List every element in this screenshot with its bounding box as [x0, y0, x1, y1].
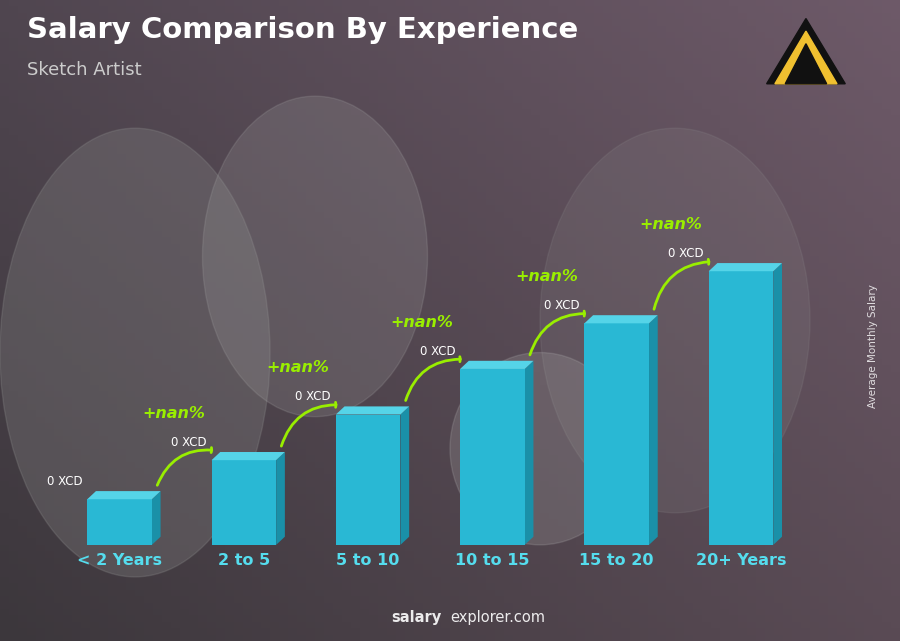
Polygon shape	[525, 361, 534, 545]
Ellipse shape	[540, 128, 810, 513]
Bar	[708, 271, 773, 545]
Polygon shape	[649, 315, 658, 545]
Text: +nan%: +nan%	[142, 406, 205, 421]
Bar	[87, 499, 152, 545]
Polygon shape	[212, 452, 285, 460]
Text: explorer.com: explorer.com	[450, 610, 545, 625]
Polygon shape	[460, 361, 534, 369]
Text: 0 XCD: 0 XCD	[171, 436, 207, 449]
Polygon shape	[775, 31, 837, 84]
Polygon shape	[87, 491, 160, 499]
Polygon shape	[773, 263, 782, 545]
Polygon shape	[400, 406, 410, 545]
Text: Salary Comparison By Experience: Salary Comparison By Experience	[27, 16, 578, 44]
Text: 0 XCD: 0 XCD	[668, 247, 704, 260]
Ellipse shape	[202, 96, 428, 417]
Text: 0 XCD: 0 XCD	[419, 345, 455, 358]
Bar	[584, 323, 649, 545]
Text: +nan%: +nan%	[515, 269, 578, 284]
Bar	[336, 415, 400, 545]
Text: +nan%: +nan%	[639, 217, 702, 232]
Polygon shape	[336, 406, 410, 415]
Bar	[212, 460, 276, 545]
Polygon shape	[584, 315, 658, 323]
Text: Average Monthly Salary: Average Monthly Salary	[868, 284, 878, 408]
Text: salary: salary	[392, 610, 442, 625]
Text: Sketch Artist: Sketch Artist	[27, 61, 141, 79]
Text: +nan%: +nan%	[266, 360, 329, 376]
Ellipse shape	[450, 353, 630, 545]
Polygon shape	[767, 19, 845, 84]
Polygon shape	[276, 452, 285, 545]
Bar	[460, 369, 525, 545]
Text: +nan%: +nan%	[391, 315, 454, 330]
Text: 0 XCD: 0 XCD	[47, 475, 82, 488]
Polygon shape	[708, 263, 782, 271]
Ellipse shape	[0, 128, 270, 577]
Text: 0 XCD: 0 XCD	[295, 390, 331, 403]
Polygon shape	[785, 44, 826, 84]
Polygon shape	[152, 491, 160, 545]
Text: 0 XCD: 0 XCD	[544, 299, 580, 312]
